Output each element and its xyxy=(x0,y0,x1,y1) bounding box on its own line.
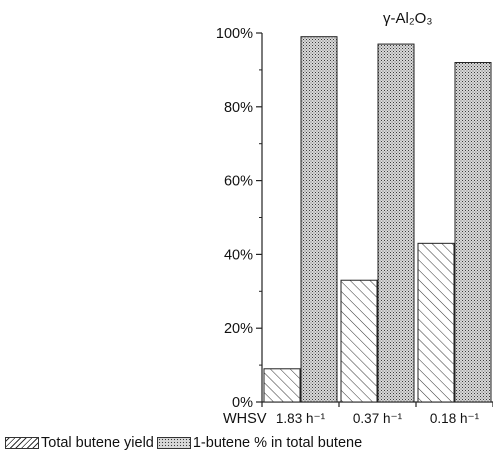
legend: Total butene yield 1-butene % in total b… xyxy=(5,435,365,451)
x-tick-label: 1.83 h⁻¹ xyxy=(276,411,326,426)
tick-labels: 0% 20% 40% 60% 80% 100% 1.83 h⁻¹ 0.37 h⁻¹ 0.18 h… xyxy=(216,26,480,427)
bar-1-butene-percent xyxy=(377,43,415,403)
x-tick-label: 0.18 h⁻¹ xyxy=(430,411,480,426)
legend-item-1-butene: 1-butene % in total butene xyxy=(156,435,363,451)
legend-swatch-dots xyxy=(156,437,191,449)
bar-total-butene-yield xyxy=(417,242,455,403)
y-tick-label: 100% xyxy=(216,26,253,42)
y-tick-label: 60% xyxy=(224,174,253,190)
legend-label: Total butene yield xyxy=(41,435,154,451)
legend-item-total-butene-yield: Total butene yield xyxy=(5,435,154,451)
y-tick-label: 80% xyxy=(224,100,253,116)
x-axis-label: WHSV xyxy=(223,411,267,427)
bar-total-butene-yield xyxy=(263,368,301,403)
bar-1-butene-percent xyxy=(454,62,492,403)
bar-1-butene-percent xyxy=(300,36,338,403)
legend-label: 1-butene % in total butene xyxy=(192,435,363,451)
x-tick-label: 0.37 h⁻¹ xyxy=(353,411,403,426)
y-tick-label: 20% xyxy=(224,321,253,337)
bar-total-butene-yield xyxy=(340,279,378,403)
bars xyxy=(263,36,492,403)
y-tick-label: 0% xyxy=(232,395,253,411)
chart-annotation: γ-Al₂O₃ xyxy=(383,10,433,27)
y-tick-label: 40% xyxy=(224,247,253,263)
legend-swatch-hatch xyxy=(5,437,39,449)
